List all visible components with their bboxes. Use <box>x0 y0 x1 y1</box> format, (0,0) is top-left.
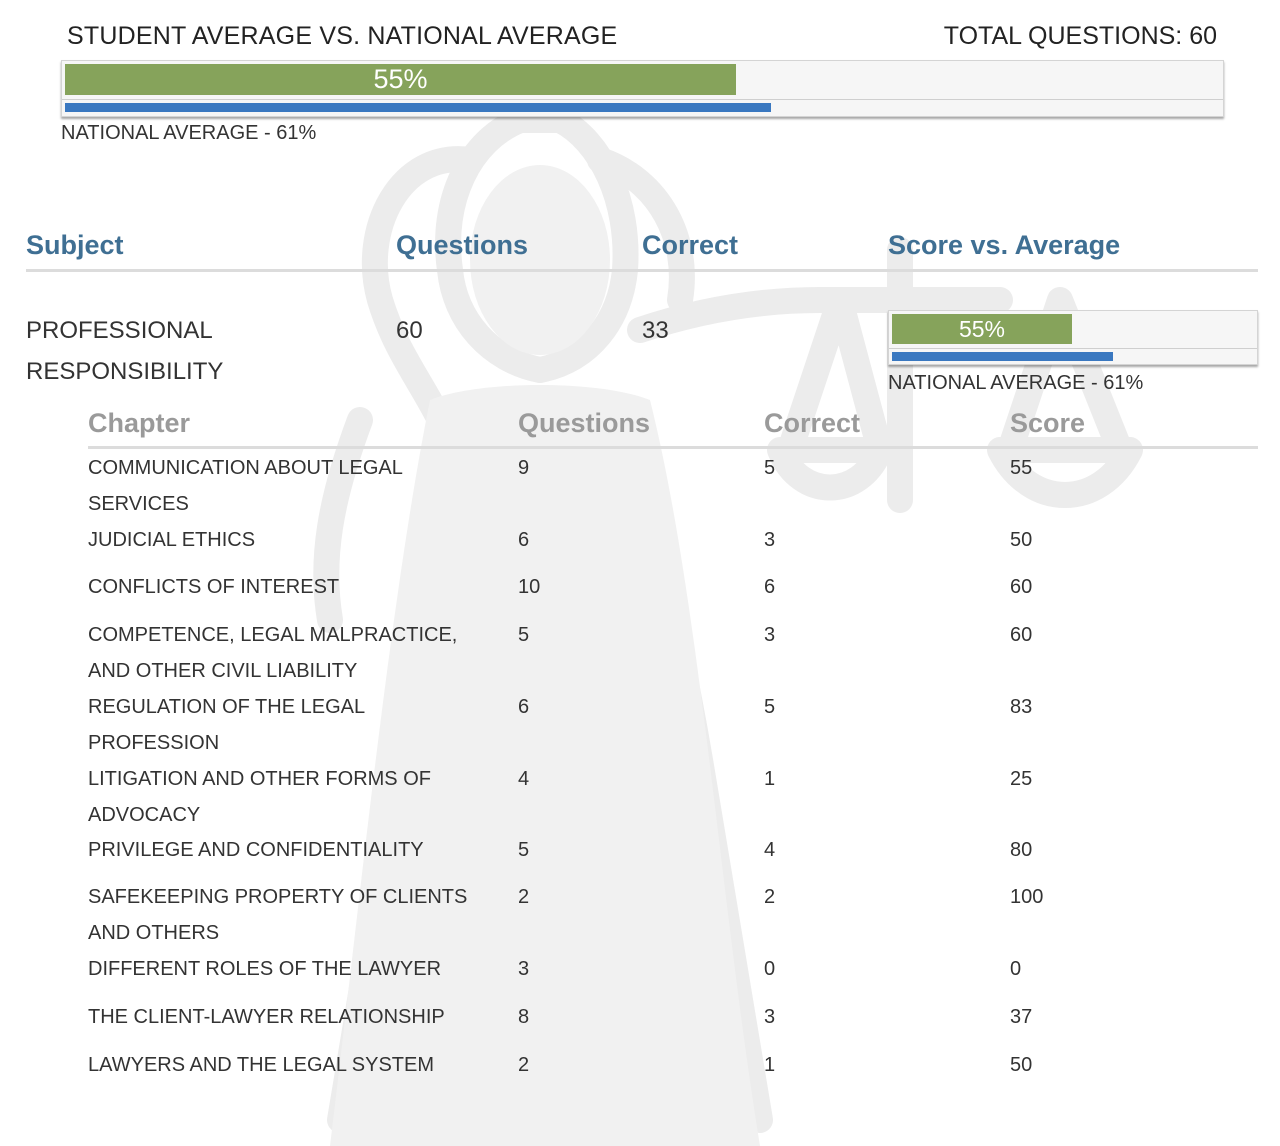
chapter-name-line: LITIGATION AND OTHER FORMS OF <box>88 768 431 790</box>
subject-table-header: Subject Questions Correct Score vs. Aver… <box>26 228 1258 272</box>
chapter-questions: 2 <box>518 886 530 908</box>
header-score-vs-average: Score vs. Average <box>888 230 1121 260</box>
chapter-name-line: AND OTHER CIVIL LIABILITY <box>88 660 358 682</box>
chapter-name: DIFFERENT ROLES OF THE LAWYER <box>88 951 506 987</box>
summary-title: STUDENT AVERAGE VS. NATIONAL AVERAGE <box>67 22 618 50</box>
subject-correct: 33 <box>642 317 669 344</box>
summary-score-bar: 55% <box>61 60 1224 117</box>
chapter-name-line: PRIVILEGE AND CONFIDENTIALITY <box>88 839 424 861</box>
header-subject: Subject <box>26 230 124 260</box>
chapter-score: 80 <box>1010 839 1033 861</box>
chapter-name-line: SERVICES <box>88 493 189 515</box>
chapter-questions: 10 <box>518 576 541 598</box>
chapter-name-line: THE CLIENT-LAWYER RELATIONSHIP <box>88 1006 445 1028</box>
chapter-name: CONFLICTS OF INTEREST <box>88 569 506 605</box>
bar-divider <box>62 99 1223 100</box>
chapter-questions: 6 <box>518 529 530 551</box>
header-chapter-questions: Questions <box>518 408 651 438</box>
chapter-score: 37 <box>1010 1006 1033 1028</box>
chapter-questions: 5 <box>518 624 530 646</box>
chapter-correct: 0 <box>764 958 776 980</box>
chapter-correct: 4 <box>764 839 776 861</box>
chapter-questions: 3 <box>518 958 530 980</box>
chapter-table-header: Chapter Questions Correct Score <box>88 406 1258 449</box>
chapter-name: JUDICIAL ETHICS <box>88 522 506 558</box>
chapter-score: 60 <box>1010 576 1033 598</box>
chapter-correct: 1 <box>764 1054 776 1076</box>
chapter-questions: 2 <box>518 1054 530 1076</box>
chapter-name: THE CLIENT-LAWYER RELATIONSHIP <box>88 999 506 1035</box>
chapter-name-line: CONFLICTS OF INTEREST <box>88 576 340 598</box>
chapter-score: 50 <box>1010 1054 1033 1076</box>
chapter-questions: 9 <box>518 457 530 479</box>
national-average-bar <box>65 103 771 112</box>
subject-questions: 60 <box>396 317 423 344</box>
chapter-name-line: JUDICIAL ETHICS <box>88 529 256 551</box>
chapter-name-line: COMPETENCE, LEGAL MALPRACTICE, <box>88 624 458 646</box>
chapter-name-line: REGULATION OF THE LEGAL <box>88 696 366 718</box>
header-questions: Questions <box>396 230 529 260</box>
subject-national-average-label: NATIONAL AVERAGE - 61% <box>888 372 1144 394</box>
chapter-correct: 2 <box>764 886 776 908</box>
subject-national-bar <box>892 352 1113 361</box>
chapter-name: SAFEKEEPING PROPERTY OF CLIENTS AND OTHE… <box>88 879 506 951</box>
chapter-name-line: COMMUNICATION ABOUT LEGAL <box>88 457 403 479</box>
chapter-name: COMPETENCE, LEGAL MALPRACTICE, AND OTHER… <box>88 617 506 689</box>
chapter-questions: 4 <box>518 768 530 790</box>
chapter-name-line: ADVOCACY <box>88 804 201 826</box>
header-chapter-correct: Correct <box>764 408 861 438</box>
chapter-score: 60 <box>1010 624 1033 646</box>
header-chapter-score: Score <box>1010 408 1086 438</box>
subject-name-line: RESPONSIBILITY <box>26 358 224 385</box>
chapter-correct: 3 <box>764 624 776 646</box>
chapter-questions: 6 <box>518 696 530 718</box>
chapter-correct: 5 <box>764 457 776 479</box>
chapter-name-line: LAWYERS AND THE LEGAL SYSTEM <box>88 1054 435 1076</box>
chapter-score: 83 <box>1010 696 1033 718</box>
chapter-score: 50 <box>1010 529 1033 551</box>
header-correct: Correct <box>642 230 739 260</box>
national-average-label: NATIONAL AVERAGE - 61% <box>61 122 317 144</box>
summary-header: STUDENT AVERAGE VS. NATIONAL AVERAGE TOT… <box>67 22 1217 54</box>
chapter-name-line: SAFEKEEPING PROPERTY OF CLIENTS <box>88 886 468 908</box>
chapter-score: 25 <box>1010 768 1033 790</box>
chapter-correct: 6 <box>764 576 776 598</box>
subject-student-bar: 55% <box>892 314 1072 344</box>
chapter-score: 100 <box>1010 886 1044 908</box>
subject-name-line: PROFESSIONAL <box>26 317 213 344</box>
chapter-correct: 3 <box>764 529 776 551</box>
chapter-score: 55 <box>1010 457 1033 479</box>
chapter-name: PRIVILEGE AND CONFIDENTIALITY <box>88 832 506 868</box>
chapter-name: LAWYERS AND THE LEGAL SYSTEM <box>88 1047 506 1083</box>
chapter-correct: 3 <box>764 1006 776 1028</box>
bar-divider <box>889 348 1257 349</box>
chapter-name: REGULATION OF THE LEGAL PROFESSION <box>88 689 506 761</box>
student-average-bar: 55% <box>65 64 736 95</box>
chapter-questions: 8 <box>518 1006 530 1028</box>
chapter-score: 0 <box>1010 958 1022 980</box>
chapter-name-line: AND OTHERS <box>88 922 220 944</box>
chapter-questions: 5 <box>518 839 530 861</box>
chapter-name: COMMUNICATION ABOUT LEGAL SERVICES <box>88 450 506 522</box>
total-questions: TOTAL QUESTIONS: 60 <box>943 22 1217 50</box>
chapter-correct: 5 <box>764 696 776 718</box>
chapter-correct: 1 <box>764 768 776 790</box>
chapter-name-line: DIFFERENT ROLES OF THE LAWYER <box>88 958 442 980</box>
subject-score-bar: 55% <box>888 310 1258 365</box>
chapter-name: LITIGATION AND OTHER FORMS OF ADVOCACY <box>88 761 506 833</box>
header-chapter: Chapter <box>88 408 191 438</box>
chapter-name-line: PROFESSION <box>88 732 220 754</box>
subject-name: PROFESSIONAL RESPONSIBILITY <box>26 310 366 392</box>
